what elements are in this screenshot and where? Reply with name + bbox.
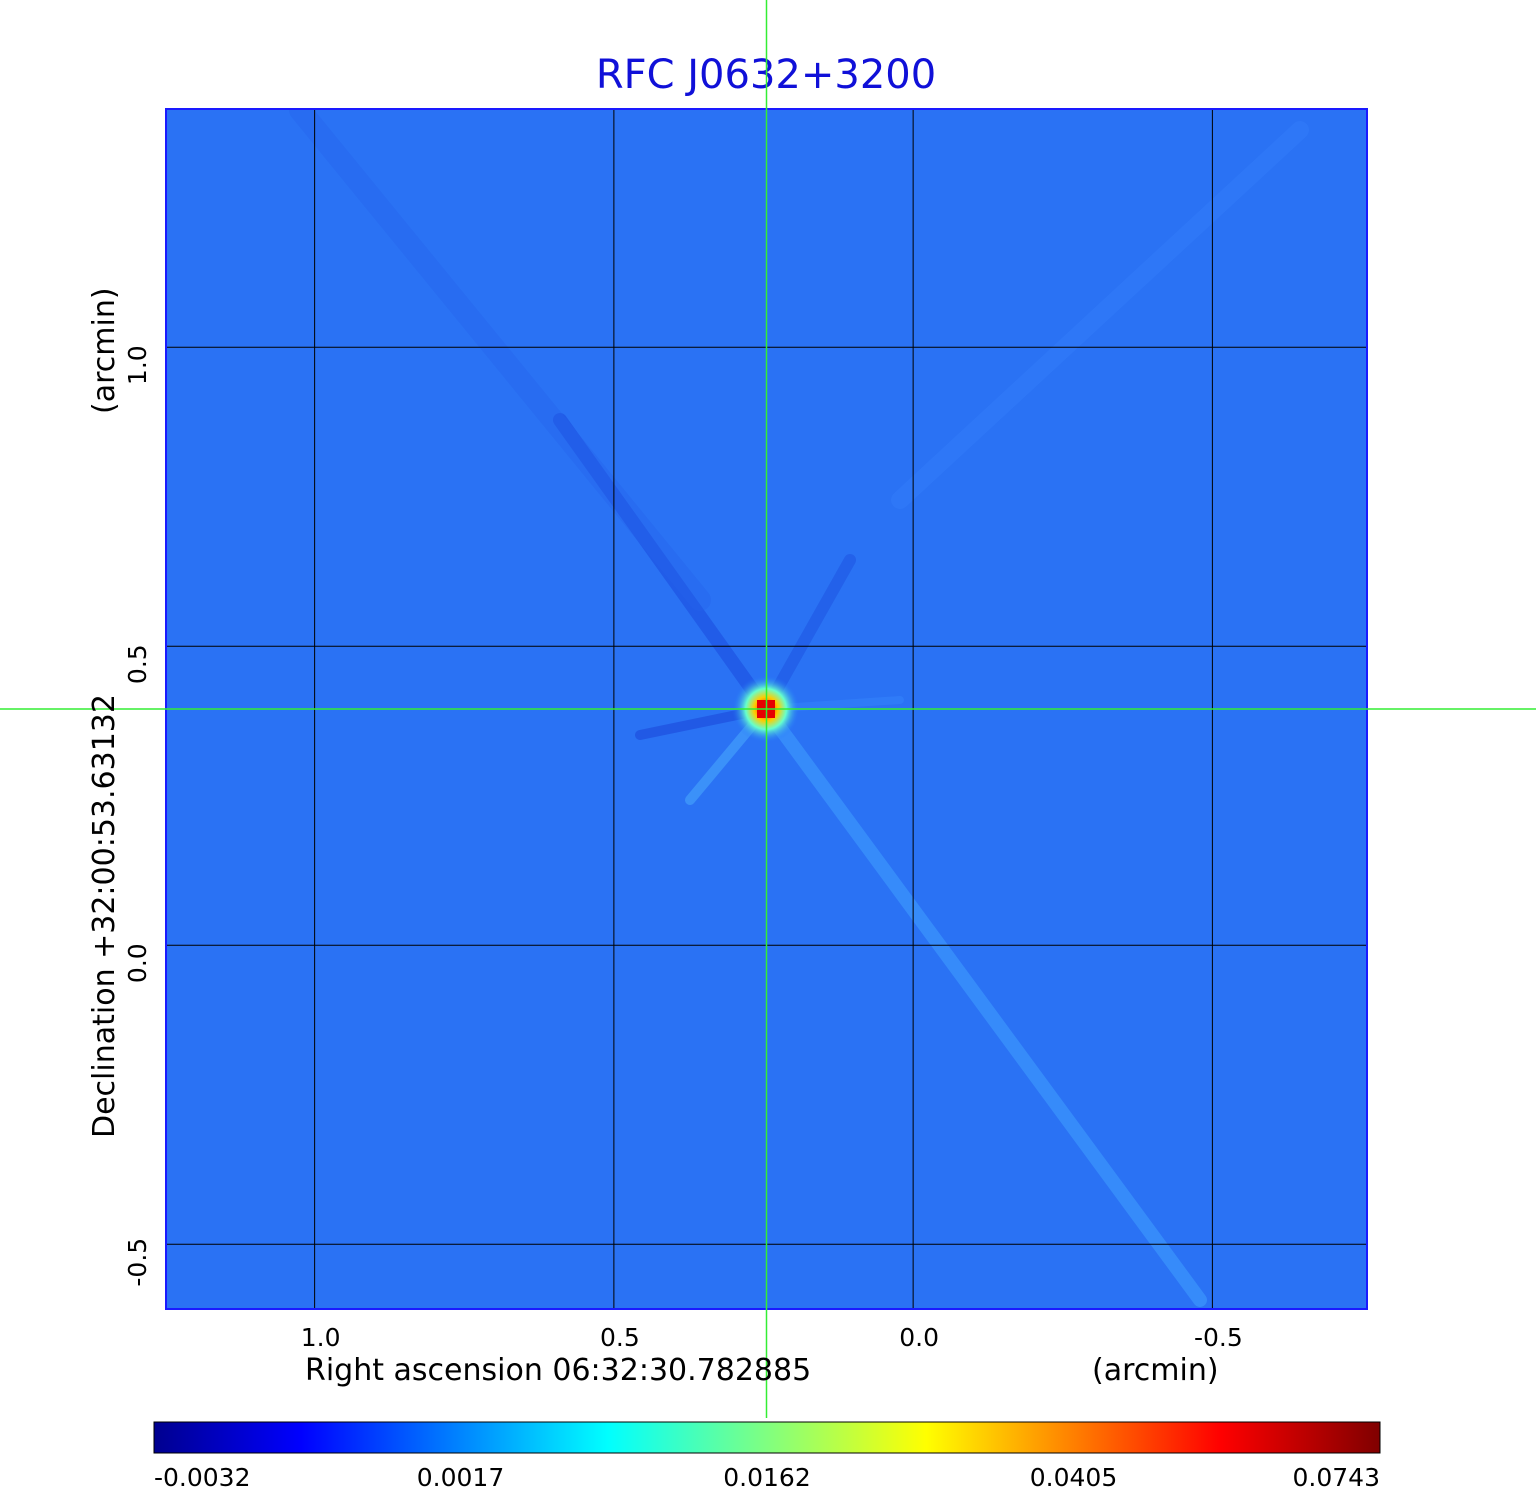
x-axis-label: Right ascension 06:32:30.782885: [305, 1353, 811, 1388]
x-axis-unit: (arcmin): [1092, 1353, 1219, 1388]
y-axis-unit: (arcmin): [87, 287, 122, 414]
y-tick-label: 1.0: [123, 345, 152, 385]
x-tick-label: 1.0: [301, 1323, 341, 1352]
y-axis-label: Declination +32:00:53.63132: [87, 694, 122, 1138]
colorbar-tick-label: 0.0017: [417, 1463, 504, 1492]
x-tick-labels: 1.0 0.5 0.0 -0.5: [301, 1323, 1243, 1352]
x-tick-label: 0.5: [600, 1323, 640, 1352]
y-tick-label: -0.5: [123, 1238, 152, 1287]
colorbar-tick-label: -0.0032: [154, 1463, 251, 1492]
y-tick-label: 0.0: [123, 943, 152, 983]
x-tick-label: -0.5: [1194, 1323, 1243, 1352]
colorbar-tick-labels: -0.0032 0.0017 0.0162 0.0405 0.0743: [154, 1463, 1380, 1492]
colorbar-tick-label: 0.0405: [1030, 1463, 1117, 1492]
colorbar-tick-label: 0.0162: [723, 1463, 810, 1492]
y-tick-labels: 1.0 0.5 0.0 -0.5: [123, 345, 152, 1286]
colorbar-tick-label: 0.0743: [1293, 1463, 1380, 1492]
colorbar: [153, 1421, 1381, 1454]
x-tick-label: 0.0: [899, 1323, 939, 1352]
y-tick-label: 0.5: [123, 644, 152, 684]
